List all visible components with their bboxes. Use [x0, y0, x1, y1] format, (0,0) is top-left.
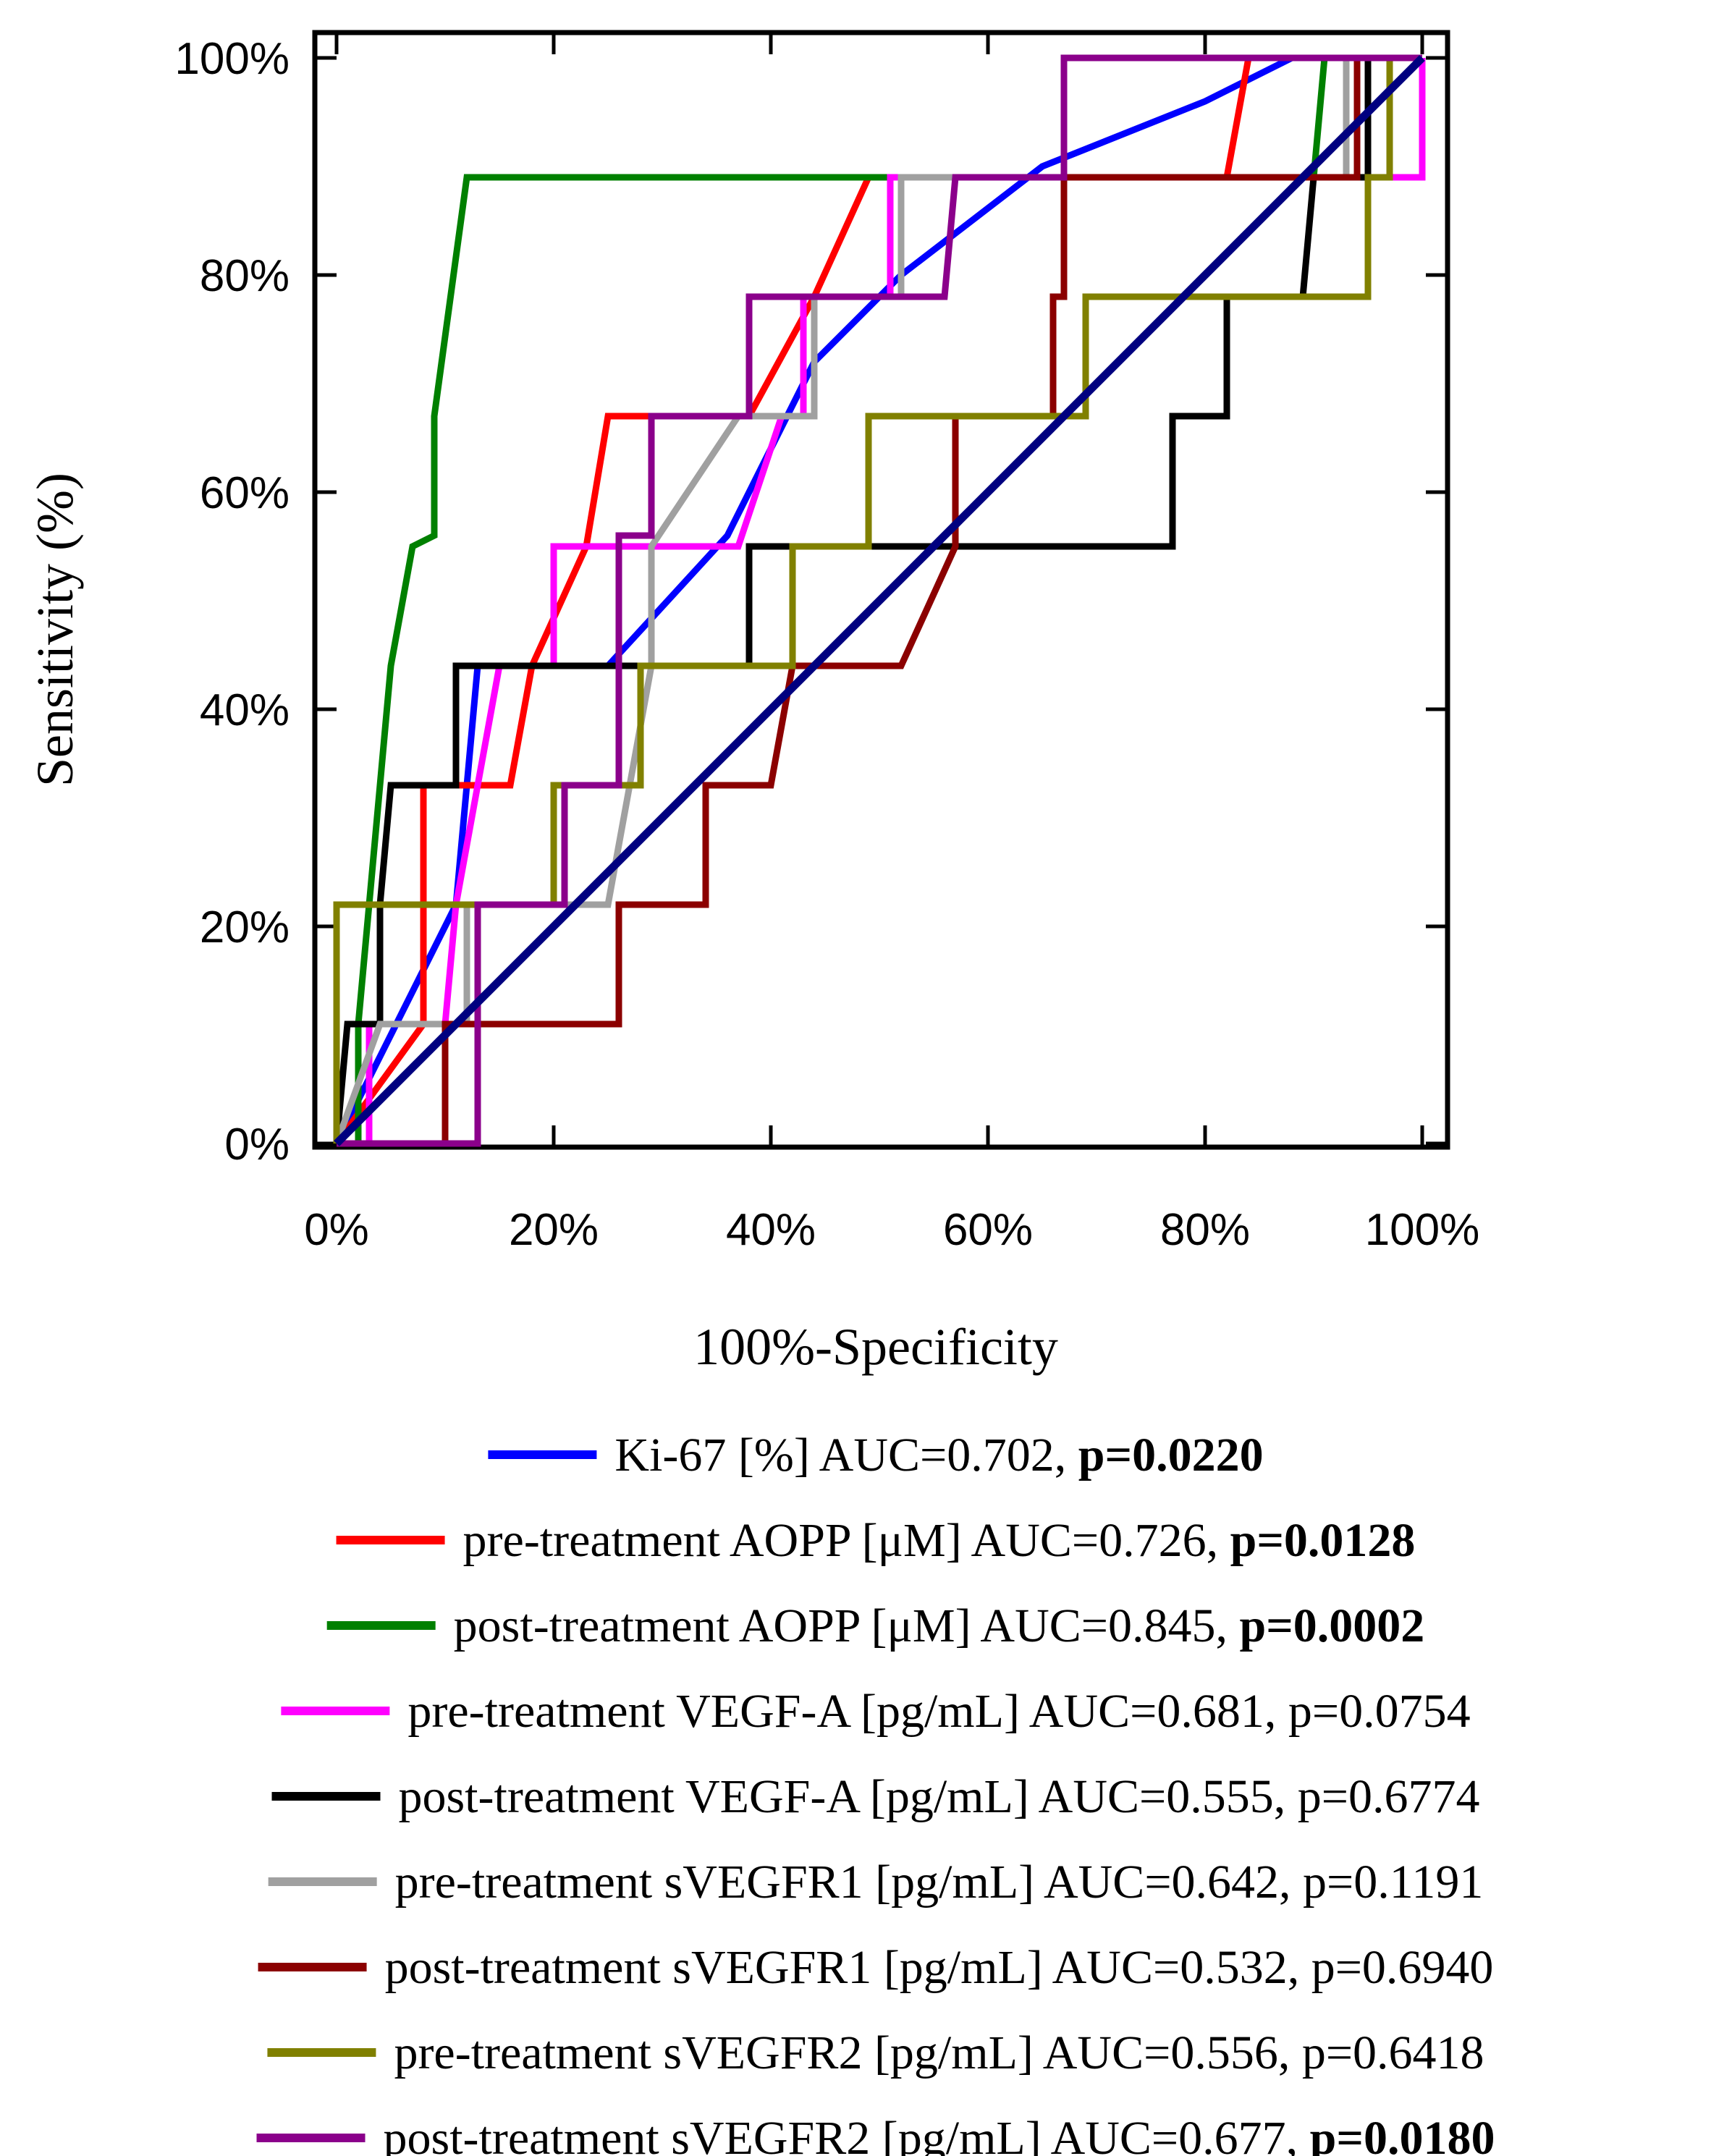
legend-label: post-treatment AOPP [μM] AUC=0.845, p=0.…: [454, 1599, 1425, 1652]
legend-text: post-treatment sVEGFR2 [pg/mL] AUC=0.677…: [384, 2112, 1310, 2156]
legend-pvalue: p=0.0128: [1230, 1514, 1416, 1567]
x-tick-label: 80%: [1160, 1205, 1250, 1255]
legend-pvalue: p=0.6774: [1298, 1770, 1480, 1823]
y-tick-label: 20%: [200, 902, 290, 952]
legend-label: pre-treatment sVEGFR1 [pg/mL] AUC=0.642,…: [395, 1856, 1484, 1908]
legend-pvalue: p=0.0002: [1239, 1599, 1424, 1652]
y-tick-label: 100%: [174, 34, 290, 84]
legend-text: post-treatment sVEGFR1 [pg/mL] AUC=0.532…: [385, 1941, 1311, 1994]
legend-label: pre-treatment AOPP [μM] AUC=0.726, p=0.0…: [463, 1514, 1416, 1567]
legend-label: post-treatment VEGF-A [pg/mL] AUC=0.555,…: [399, 1770, 1480, 1823]
legend-pvalue: p=0.0754: [1288, 1685, 1471, 1738]
plot-border: [312, 30, 1450, 1150]
x-tick-label: 60%: [943, 1205, 1033, 1255]
legend-entry: post-treatment AOPP [μM] AUC=0.845, p=0.…: [326, 1599, 1425, 1652]
y-axis-ticks: 0% 20% 40% 60% 80% 100%: [174, 34, 1448, 1170]
series-line: [337, 54, 1422, 1147]
y-tick-label: 80%: [200, 251, 290, 301]
legend-entry: pre-treatment VEGF-A [pg/mL] AUC=0.681, …: [281, 1685, 1471, 1738]
y-tick-label: 40%: [200, 685, 290, 735]
legend-pvalue: p=0.6940: [1311, 1941, 1494, 1994]
legend-label: post-treatment sVEGFR2 [pg/mL] AUC=0.677…: [384, 2112, 1495, 2156]
legend-label: post-treatment sVEGFR1 [pg/mL] AUC=0.532…: [385, 1941, 1494, 1994]
plot-frame: [312, 30, 1450, 1150]
y-tick-label: 0%: [224, 1120, 290, 1170]
legend-entry: post-treatment sVEGFR1 [pg/mL] AUC=0.532…: [258, 1941, 1494, 1994]
legend-entry: Ki-67 [%] AUC=0.702, p=0.0220: [488, 1429, 1264, 1481]
legend-entry: pre-treatment sVEGFR1 [pg/mL] AUC=0.642,…: [268, 1856, 1484, 1908]
legend-text: pre-treatment sVEGFR2 [pg/mL] AUC=0.556,: [394, 2026, 1301, 2079]
x-axis-ticks: 0% 20% 40% 60% 80% 100%: [304, 33, 1479, 1255]
legend-entry: pre-treatment AOPP [μM] AUC=0.726, p=0.0…: [336, 1514, 1416, 1567]
y-axis-label: Sensitivity (%): [26, 473, 84, 787]
legend-text: pre-treatment VEGF-A [pg/mL] AUC=0.681,: [407, 1685, 1288, 1738]
x-tick-label: 0%: [304, 1205, 369, 1255]
legend: Ki-67 [%] AUC=0.702, p=0.0220 pre-treatme…: [256, 1429, 1495, 2156]
y-tick-label: 60%: [200, 468, 290, 518]
legend-text: Ki-67 [%] AUC=0.702,: [614, 1429, 1078, 1481]
legend-label: pre-treatment sVEGFR2 [pg/mL] AUC=0.556,…: [394, 2026, 1484, 2079]
legend-pvalue: p=0.6418: [1302, 2026, 1484, 2079]
x-tick-label: 20%: [509, 1205, 599, 1255]
legend-pvalue: p=0.0220: [1078, 1429, 1264, 1481]
reference-diagonal-line: [334, 55, 1425, 1146]
legend-label: pre-treatment VEGF-A [pg/mL] AUC=0.681, …: [407, 1685, 1470, 1738]
legend-text: post-treatment VEGF-A [pg/mL] AUC=0.555,: [399, 1770, 1298, 1823]
legend-pvalue: p=0.0180: [1310, 2112, 1495, 2156]
x-tick-label: 100%: [1365, 1205, 1480, 1255]
series-layer: [333, 54, 1426, 1147]
legend-entry: post-treatment sVEGFR2 [pg/mL] AUC=0.677…: [256, 2112, 1495, 2156]
legend-text: pre-treatment sVEGFR1 [pg/mL] AUC=0.642,: [395, 1856, 1303, 1908]
legend-text: post-treatment AOPP [μM] AUC=0.845,: [454, 1599, 1240, 1652]
legend-entry: post-treatment VEGF-A [pg/mL] AUC=0.555,…: [271, 1770, 1480, 1823]
legend-entry: pre-treatment sVEGFR2 [pg/mL] AUC=0.556,…: [267, 2026, 1484, 2079]
legend-pvalue: p=0.1191: [1303, 1856, 1483, 1908]
legend-label: Ki-67 [%] AUC=0.702, p=0.0220: [614, 1429, 1263, 1481]
legend-text: pre-treatment AOPP [μM] AUC=0.726,: [463, 1514, 1230, 1567]
x-axis-label: 100%-Specificity: [693, 1318, 1058, 1376]
x-tick-label: 40%: [726, 1205, 816, 1255]
